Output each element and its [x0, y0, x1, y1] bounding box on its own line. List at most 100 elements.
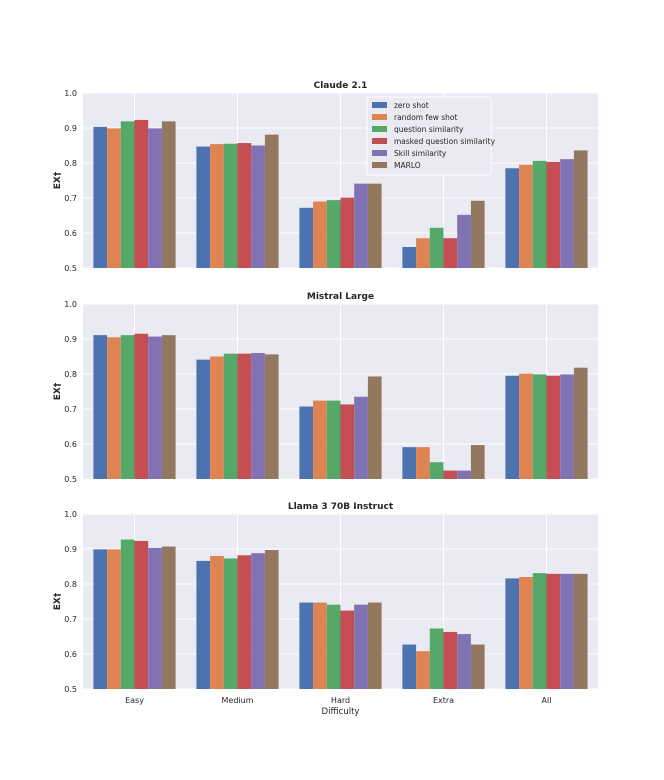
bar — [573, 150, 588, 268]
bar — [443, 631, 458, 689]
legend-swatch — [372, 102, 387, 108]
bar — [196, 146, 211, 268]
y-tick-label: 1.0 — [64, 89, 77, 98]
y-tick-label: 0.6 — [64, 440, 77, 449]
y-axis-label: EX† — [53, 592, 63, 610]
y-tick-label: 1.0 — [64, 300, 77, 309]
bar — [251, 353, 265, 479]
bar — [148, 336, 162, 479]
bar — [93, 549, 108, 689]
bar — [416, 238, 430, 268]
bar — [470, 445, 485, 479]
bar — [161, 335, 176, 479]
bar — [354, 396, 368, 479]
legend-swatch — [372, 114, 387, 120]
bar — [223, 143, 238, 268]
panel-title: Mistral Large — [307, 292, 374, 302]
bar — [264, 550, 279, 689]
bar — [223, 558, 238, 689]
bar — [505, 578, 520, 689]
bar — [210, 356, 224, 479]
bar — [416, 651, 430, 689]
bar — [120, 335, 135, 479]
bar — [196, 560, 211, 689]
bar — [326, 200, 341, 268]
x-tick-label: All — [542, 696, 552, 705]
bar — [560, 159, 574, 268]
y-tick-label: 0.5 — [64, 475, 77, 484]
bar — [148, 128, 162, 268]
bar — [251, 553, 265, 689]
panel-title: Llama 3 70B Instruct — [288, 502, 394, 512]
bar — [237, 353, 252, 479]
y-tick-label: 0.8 — [64, 159, 77, 168]
bar — [367, 376, 382, 479]
bar — [107, 337, 121, 479]
bar — [443, 238, 458, 268]
bar — [196, 359, 211, 479]
bar — [532, 374, 547, 479]
bar — [354, 604, 368, 689]
bar — [237, 143, 252, 268]
bar — [313, 201, 327, 268]
bar — [340, 610, 355, 689]
x-tick-label: Medium — [222, 696, 254, 705]
bar — [560, 573, 574, 689]
bar — [223, 353, 238, 479]
bar — [402, 644, 417, 689]
bar — [505, 375, 520, 479]
bar — [93, 126, 108, 268]
legend-swatch — [372, 162, 387, 168]
bar — [299, 207, 314, 268]
bar — [210, 144, 224, 268]
y-tick-label: 0.8 — [64, 580, 77, 589]
bar — [457, 634, 471, 689]
y-tick-label: 0.6 — [64, 229, 77, 238]
bar — [546, 161, 561, 268]
bar — [340, 404, 355, 479]
bar — [519, 577, 533, 689]
bar — [519, 373, 533, 479]
bar — [161, 546, 176, 689]
legend-swatch — [372, 150, 387, 156]
legend-swatch — [372, 138, 387, 144]
y-tick-label: 0.7 — [64, 194, 77, 203]
bar — [402, 247, 417, 268]
bar — [161, 121, 176, 268]
bar — [120, 539, 135, 689]
bar — [573, 573, 588, 689]
y-axis-label: EX† — [53, 382, 63, 400]
legend-label: zero shot — [394, 101, 429, 110]
x-tick-label: Hard — [331, 696, 350, 705]
bar — [313, 602, 327, 689]
legend-label: random few shot — [394, 113, 457, 122]
bar — [429, 628, 444, 689]
bar — [457, 470, 471, 479]
x-tick-label: Easy — [125, 696, 144, 705]
bar — [402, 447, 417, 479]
y-tick-label: 0.5 — [64, 264, 77, 273]
bar — [313, 400, 327, 479]
y-tick-label: 0.7 — [64, 615, 77, 624]
y-tick-label: 1.0 — [64, 510, 77, 519]
bar — [107, 549, 121, 689]
bar — [443, 470, 458, 479]
y-axis-label: EX† — [53, 171, 63, 189]
y-tick-label: 0.9 — [64, 335, 77, 344]
y-tick-label: 0.6 — [64, 650, 77, 659]
bar — [354, 183, 368, 268]
bar — [457, 214, 471, 268]
bar — [546, 573, 561, 689]
bar — [429, 462, 444, 479]
bar — [93, 335, 108, 479]
legend-label: masked question similarity — [394, 137, 496, 146]
bar — [560, 374, 574, 479]
bar — [546, 375, 561, 479]
bar — [532, 160, 547, 268]
y-tick-label: 0.8 — [64, 370, 77, 379]
bar — [134, 540, 149, 689]
legend-label: Skill similarity — [394, 149, 447, 158]
bar — [470, 644, 485, 689]
